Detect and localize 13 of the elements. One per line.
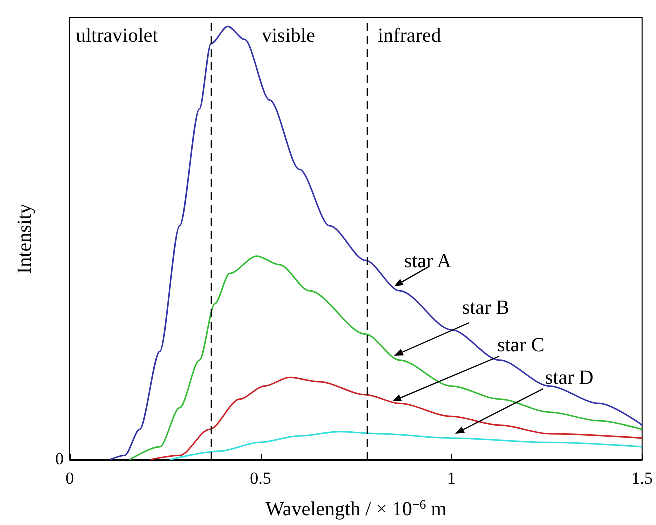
annotation: star D	[545, 367, 594, 389]
annotation: infrared	[378, 25, 442, 47]
x-tick-label: 1.5	[632, 469, 653, 488]
annotation: star B	[462, 297, 510, 319]
annotation: visible	[262, 25, 316, 47]
annotation: star A	[404, 250, 452, 273]
x-tick-label: 0	[66, 469, 74, 488]
annotation: ultraviolet	[76, 25, 159, 47]
text: 0	[56, 450, 64, 468]
x-tick-label: 0.5	[250, 469, 272, 488]
y-axis-title: Intensity	[14, 204, 36, 274]
annotation: star C	[497, 334, 545, 356]
x-tick-label: 1	[447, 469, 456, 488]
